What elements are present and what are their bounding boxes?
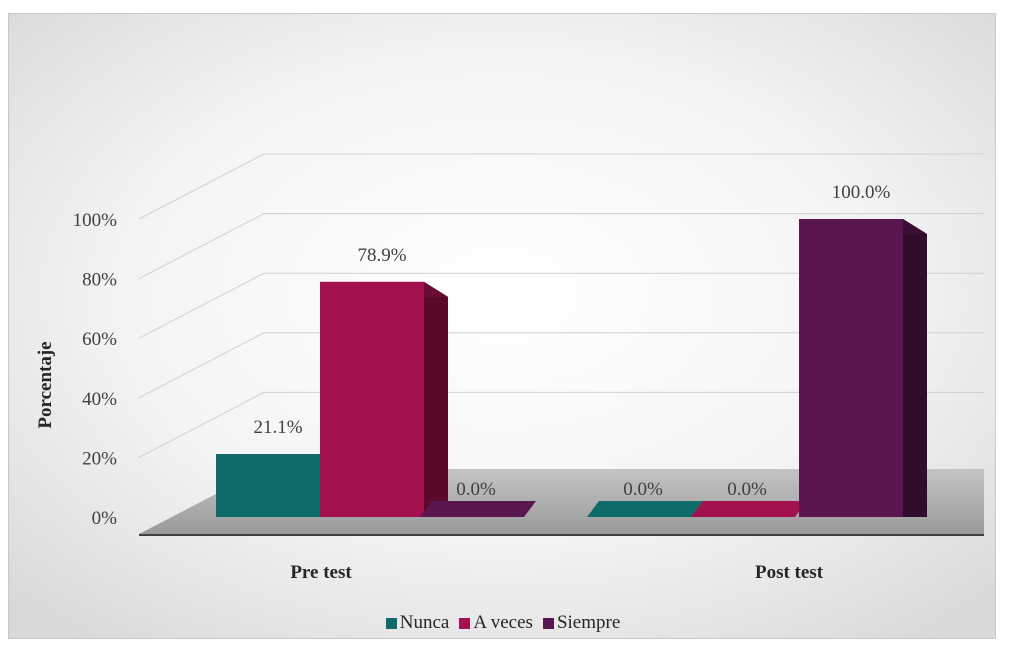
legend-swatch — [459, 617, 471, 629]
gridline — [138, 153, 984, 220]
y-axis-label: Porcentaje — [35, 341, 56, 428]
data-label: 78.9% — [357, 245, 406, 266]
bar — [799, 219, 903, 517]
y-tick-label: 60% — [82, 329, 117, 350]
data-label: 0.0% — [623, 479, 663, 500]
chart-frame: 21.1% 78.9% 0.0% 0.0% 0.0% 100.0% 0% 20% 40% 60%… — [8, 13, 996, 639]
bar — [216, 454, 320, 517]
legend-swatch — [385, 617, 397, 629]
data-label: 21.1% — [253, 417, 302, 438]
y-tick-label: 80% — [82, 270, 117, 291]
legend: Nunca A veces Siempre — [9, 612, 995, 634]
bar-flat — [587, 501, 703, 517]
y-tick-label: 40% — [82, 389, 117, 410]
y-tick-label: 0% — [92, 508, 118, 529]
bar-flat — [691, 501, 807, 517]
gridline — [138, 332, 984, 399]
data-label: 0.0% — [727, 479, 767, 500]
legend-swatch — [542, 617, 554, 629]
legend-label: Nunca — [399, 612, 450, 633]
legend-entry: A veces — [459, 612, 533, 634]
chart-plot: 21.1% 78.9% 0.0% 0.0% 0.0% 100.0% 0% 20% 40% 60%… — [9, 14, 995, 638]
legend-label: Siempre — [556, 612, 621, 633]
gridline — [138, 213, 984, 280]
x-category-label: Post test — [755, 562, 824, 583]
bar-flat — [420, 501, 536, 517]
legend-label: A veces — [473, 612, 533, 633]
bar — [320, 281, 424, 517]
y-tick-label: 100% — [73, 210, 118, 231]
legend-entry: Siempre — [542, 612, 621, 634]
gridline — [138, 391, 984, 458]
data-label: 100.0% — [832, 182, 891, 203]
legend-entry: Nunca — [385, 612, 450, 634]
bar-side — [903, 219, 927, 517]
y-tick-label: 20% — [82, 448, 117, 469]
bar-side — [424, 281, 448, 517]
x-category-label: Pre test — [290, 562, 352, 583]
gridline — [138, 272, 984, 339]
data-label: 0.0% — [456, 479, 496, 500]
